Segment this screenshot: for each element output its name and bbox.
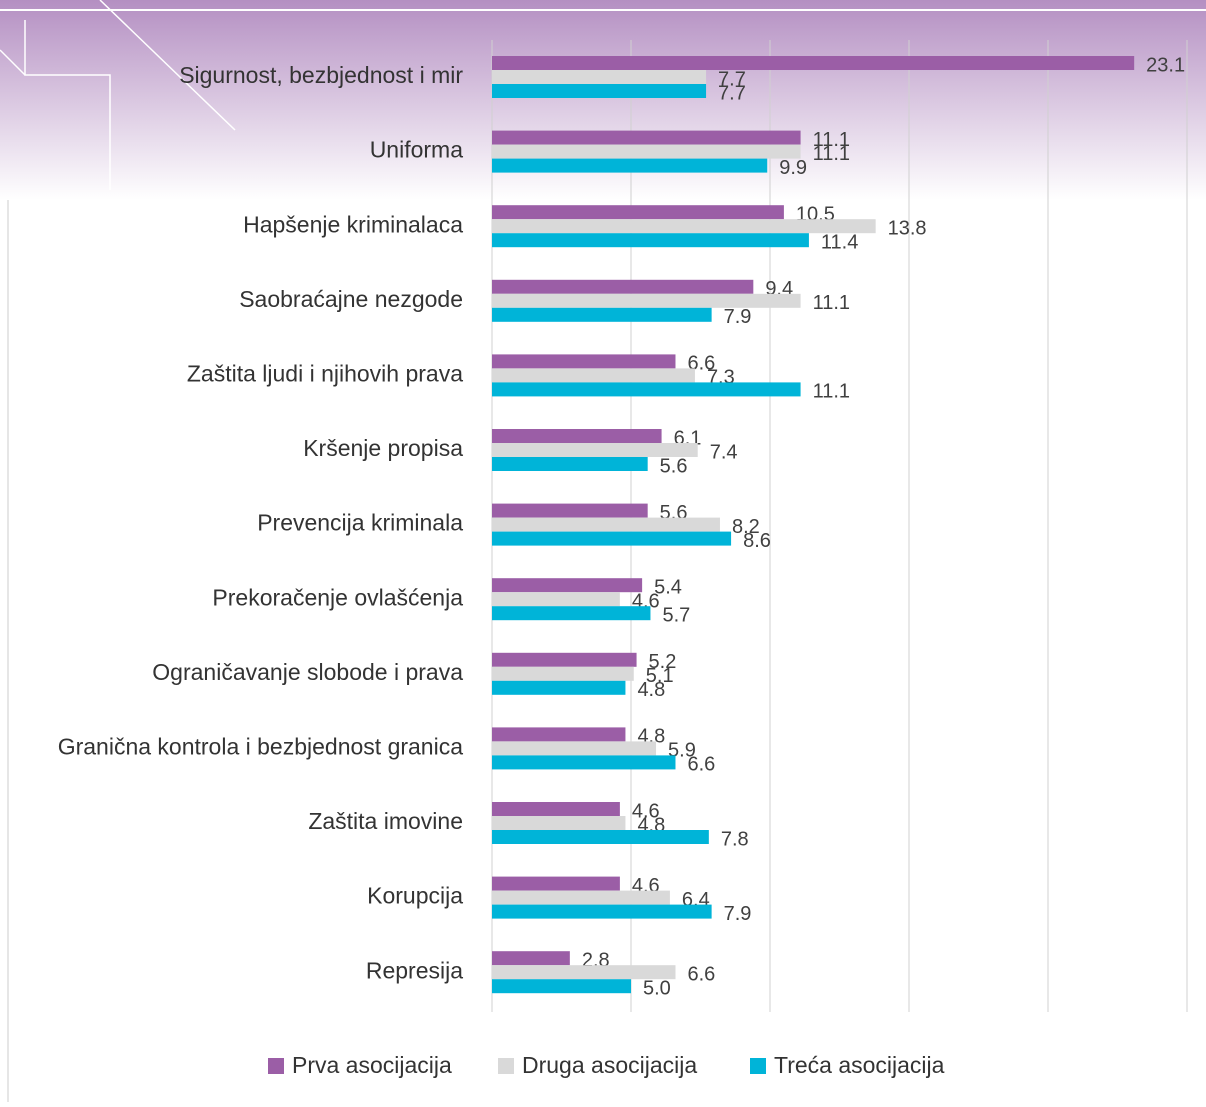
bar xyxy=(492,680,626,695)
value-label: 4.6 xyxy=(632,800,660,822)
value-label: 4.8 xyxy=(637,679,665,701)
bar xyxy=(492,652,637,667)
category-label: Korupcija xyxy=(367,883,463,909)
bar xyxy=(492,279,754,294)
bar xyxy=(492,368,695,383)
category-label: Sigurnost, bezbjednost i mir xyxy=(179,62,463,88)
legend-label: Druga asocijacija xyxy=(522,1052,697,1078)
bar xyxy=(492,84,707,98)
bar xyxy=(492,144,801,159)
bar xyxy=(492,443,698,457)
value-label: 5.6 xyxy=(660,455,688,477)
value-label: 11.1 xyxy=(813,381,850,403)
bar xyxy=(492,429,662,443)
value-label: 11.1 xyxy=(813,129,850,151)
category-label: Uniforma xyxy=(370,137,464,163)
value-label: 8.2 xyxy=(732,516,760,538)
bar xyxy=(492,951,570,966)
category-label: Kršenje propisa xyxy=(303,435,463,461)
value-label: 11.4 xyxy=(821,231,858,253)
decor-line xyxy=(99,0,236,131)
value-label: 11.1 xyxy=(813,143,850,165)
value-label: 5.1 xyxy=(646,665,674,687)
bar xyxy=(492,979,631,994)
bar xyxy=(492,130,801,145)
value-label: 6.6 xyxy=(687,754,715,776)
category-label: Granična kontrola i bezbjednost granica xyxy=(58,733,464,759)
value-label: 23.1 xyxy=(1146,54,1185,76)
value-label: 5.0 xyxy=(643,977,671,999)
legend-label: Treća asocijacija xyxy=(774,1052,945,1078)
bar xyxy=(492,457,648,471)
value-label: 11.1 xyxy=(813,292,850,314)
value-label: 7.4 xyxy=(710,441,738,463)
bar xyxy=(492,578,643,593)
value-label: 13.8 xyxy=(888,217,927,239)
decor-line xyxy=(0,49,26,76)
category-label: Zaštita imovine xyxy=(308,808,463,834)
decor-line xyxy=(24,20,111,190)
value-label: 6.6 xyxy=(687,963,715,985)
value-label: 7.7 xyxy=(718,82,746,104)
bar xyxy=(492,205,784,220)
bar xyxy=(492,904,712,919)
bar xyxy=(492,233,809,248)
bar xyxy=(492,890,670,905)
legend-swatch xyxy=(268,1058,284,1074)
bar xyxy=(492,666,634,681)
value-label: 5.7 xyxy=(662,604,690,626)
value-label: 7.9 xyxy=(724,306,752,328)
bar xyxy=(492,517,720,532)
category-label: Prevencija kriminala xyxy=(257,510,463,536)
bar xyxy=(492,592,620,607)
bar xyxy=(492,56,1135,70)
value-label: 9.9 xyxy=(779,157,807,179)
category-label: Prekoračenje ovlašćenja xyxy=(212,584,463,610)
value-label: 7.7 xyxy=(718,68,746,90)
bar xyxy=(492,830,709,844)
bar xyxy=(492,531,732,546)
bar xyxy=(492,158,768,173)
bar xyxy=(492,503,648,518)
bar xyxy=(492,816,626,830)
bar xyxy=(492,802,620,816)
bar xyxy=(492,727,626,742)
category-label: Ograničavanje slobode i prava xyxy=(152,659,463,685)
bar xyxy=(492,219,876,234)
value-label: 8.6 xyxy=(743,530,771,552)
legend-label: Prva asocijacija xyxy=(292,1052,452,1078)
bar xyxy=(492,741,657,756)
value-label: 7.8 xyxy=(721,828,749,850)
bar xyxy=(492,876,620,891)
value-label: 5.4 xyxy=(654,576,682,598)
bar xyxy=(492,70,707,84)
bar xyxy=(492,965,676,980)
category-label: Saobraćajne nezgode xyxy=(239,286,463,312)
value-label: 5.2 xyxy=(649,651,677,673)
category-label: Hapšenje kriminalaca xyxy=(243,211,463,237)
category-label: Zaštita ljudi i njihovih prava xyxy=(187,360,463,386)
bar xyxy=(492,293,801,308)
plot: Sigurnost, bezbjednost i mir 23.1 7.77.7 Un… xyxy=(58,40,1188,1078)
bar xyxy=(492,382,801,397)
legend-swatch xyxy=(498,1058,514,1074)
category-label: Represija xyxy=(366,957,463,983)
legend-swatch xyxy=(750,1058,766,1074)
bar xyxy=(492,354,676,369)
value-label: 7.9 xyxy=(724,903,752,925)
bar xyxy=(492,606,651,621)
bar xyxy=(492,755,676,770)
bar xyxy=(492,307,712,322)
